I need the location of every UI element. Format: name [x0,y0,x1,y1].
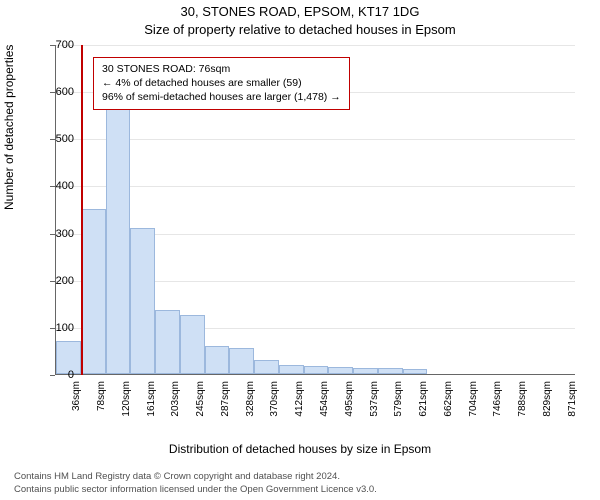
annotation-line3: 96% of semi-detached houses are larger (… [102,90,341,104]
x-tick-label: 161sqm [146,381,157,417]
histogram-bar [180,315,205,374]
footer-attribution: Contains HM Land Registry data © Crown c… [14,471,586,496]
gridline [56,186,575,187]
histogram-bar [378,368,403,374]
gridline [56,139,575,140]
chart-title-line1: 30, STONES ROAD, EPSOM, KT17 1DG [0,4,600,19]
gridline [56,45,575,46]
x-tick-label: 621sqm [418,381,429,417]
y-tick-mark [50,375,55,376]
histogram-bar [205,346,230,374]
x-tick-label: 829sqm [542,381,553,417]
y-tick-mark [50,92,55,93]
y-axis-label: Number of detached properties [2,45,16,210]
histogram-bar [106,108,131,374]
histogram-bar [304,366,329,374]
chart-title-line2: Size of property relative to detached ho… [0,22,600,37]
x-tick-label: 662sqm [443,381,454,417]
y-tick-mark [50,186,55,187]
x-tick-label: 245sqm [195,381,206,417]
histogram-bar [328,367,353,374]
x-tick-label: 704sqm [468,381,479,417]
x-tick-label: 788sqm [517,381,528,417]
property-marker-line [81,45,83,375]
histogram-bar [155,310,180,374]
histogram-bar [229,348,254,374]
histogram-bar [81,209,106,374]
x-tick-label: 370sqm [269,381,280,417]
x-tick-label: 871sqm [567,381,578,417]
annotation-line1: 30 STONES ROAD: 76sqm [102,62,341,76]
annotation-line2: ← 4% of detached houses are smaller (59) [102,76,341,90]
histogram-bar [279,365,304,374]
x-tick-label: 120sqm [121,381,132,417]
histogram-bar [403,369,428,374]
x-axis-label: Distribution of detached houses by size … [0,442,600,456]
footer-line2: Contains public sector information licen… [14,484,586,496]
x-tick-label: 537sqm [369,381,380,417]
footer-line1: Contains HM Land Registry data © Crown c… [14,471,586,483]
x-tick-label: 36sqm [71,381,82,411]
annotation-box: 30 STONES ROAD: 76sqm← 4% of detached ho… [93,57,350,110]
x-tick-label: 328sqm [245,381,256,417]
x-tick-label: 579sqm [393,381,404,417]
y-tick-mark [50,281,55,282]
x-tick-label: 495sqm [344,381,355,417]
x-tick-label: 203sqm [170,381,181,417]
y-tick-mark [50,45,55,46]
x-tick-label: 454sqm [319,381,330,417]
x-tick-label: 287sqm [220,381,231,417]
x-tick-label: 746sqm [492,381,503,417]
y-tick-mark [50,139,55,140]
x-tick-label: 412sqm [294,381,305,417]
x-tick-label: 78sqm [96,381,107,411]
histogram-bar [353,368,378,374]
y-tick-mark [50,234,55,235]
histogram-bar [254,360,279,374]
histogram-bar [130,228,155,374]
chart-container: 30, STONES ROAD, EPSOM, KT17 1DG Size of… [0,0,600,500]
y-tick-mark [50,328,55,329]
